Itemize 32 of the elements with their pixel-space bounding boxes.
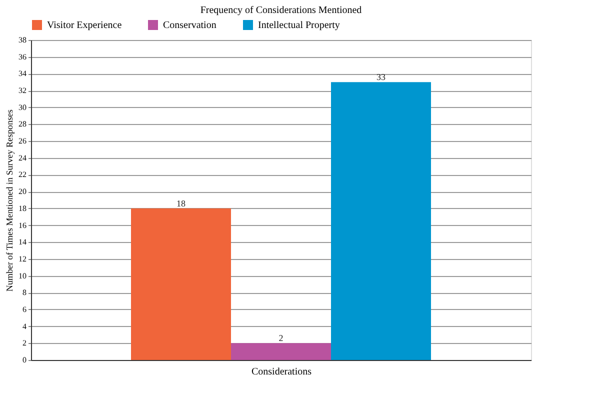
y-tick-label: 4	[22, 322, 26, 331]
bar	[131, 208, 231, 360]
data-label: 2	[278, 333, 284, 344]
y-tick-label: 34	[18, 69, 26, 78]
y-tick-label: 22	[18, 170, 26, 180]
y-tick-label: 6	[22, 304, 26, 314]
y-tick-label: 18	[18, 204, 26, 213]
chart-title: Frequency of Considerations Mentioned	[200, 5, 362, 16]
legend-label: Conservation	[163, 20, 216, 31]
data-label: 18	[176, 198, 186, 208]
data-label: 33	[376, 72, 386, 82]
y-tick-label: 30	[18, 102, 26, 112]
y-tick-label: 38	[18, 36, 26, 44]
y-tick-label: 12	[18, 254, 26, 264]
y-tick-label: 28	[18, 120, 26, 129]
y-tick-label: 26	[18, 136, 26, 146]
y-tick-label: 14	[18, 238, 26, 247]
y-tick-label: 10	[18, 271, 26, 280]
y-tick-label: 0	[22, 356, 26, 364]
y-axis-title: Number of Times Mentioned in Survey Responses	[4, 109, 14, 292]
y-tick-label: 32	[18, 86, 26, 96]
y-tick-label: 16	[18, 220, 26, 230]
y-tick-label: 24	[18, 153, 26, 162]
y-tick-label: 8	[22, 288, 26, 298]
y-tick-label: 36	[18, 52, 26, 62]
y-tick-label: 2	[22, 338, 26, 348]
y-tick-label: 20	[18, 187, 26, 196]
bar	[231, 343, 331, 360]
x-axis-title: Considerations	[252, 366, 312, 378]
legend-label: Intellectual Property	[258, 20, 340, 31]
bar	[331, 82, 431, 360]
legend-label: Visitor Experience	[47, 20, 122, 31]
